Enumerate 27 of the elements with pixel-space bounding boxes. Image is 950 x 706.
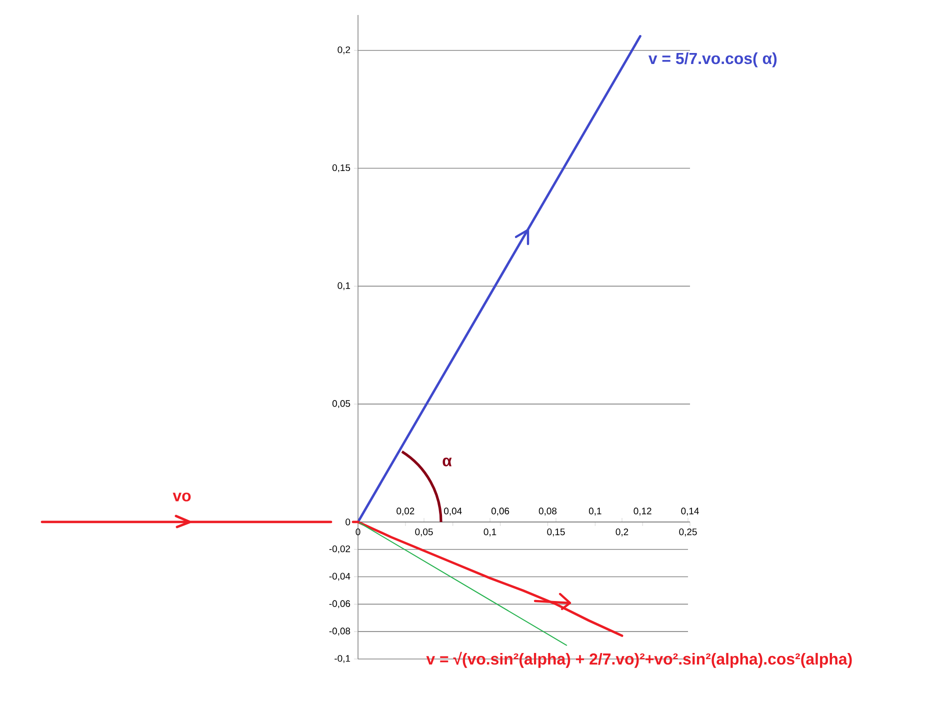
x-tick-label: 0,08: [538, 508, 557, 516]
y-tick-label: 0,2: [338, 46, 350, 54]
series-label: v = √(vo.sin²(alpha) + 2/7.vo)²+vo².sin²(alpha).cos²(alpha): [426, 652, 852, 668]
x-tick-label: 0,14: [681, 508, 699, 516]
y-tick-label: 0: [346, 518, 350, 526]
x-tick-label: 0,02: [396, 508, 414, 516]
y-tick-label: 0,05: [332, 400, 350, 408]
x-tick-label: 0,04: [444, 508, 462, 516]
y-tick-label: -0,04: [329, 572, 350, 581]
series-label: v = 5/7.vo.cos( α): [648, 52, 777, 68]
x-tick-label: 0,2: [616, 528, 628, 536]
y-tick-label: 0,1: [338, 282, 350, 290]
y-tick-label: -0,08: [329, 628, 350, 636]
text: vo: [172, 492, 191, 502]
x-tick-label: 0,25: [679, 528, 697, 536]
x-tick-label: 0,06: [491, 508, 510, 516]
annotation: α: [442, 458, 452, 466]
x-tick-label: 0,1: [588, 508, 602, 516]
y-tick-label: -0,1: [334, 655, 350, 663]
y-tick-label: 0,15: [332, 164, 350, 172]
y-tick-label: -0,06: [329, 600, 350, 608]
x-tick-label: 0,12: [634, 508, 652, 516]
x-tick-label: 0,15: [547, 528, 565, 536]
x-tick-label: 0: [356, 528, 360, 536]
x-tick-label: 0,1: [484, 528, 496, 536]
x-tick-label: 0,05: [415, 528, 433, 536]
y-tick-label: -0,02: [329, 545, 350, 554]
